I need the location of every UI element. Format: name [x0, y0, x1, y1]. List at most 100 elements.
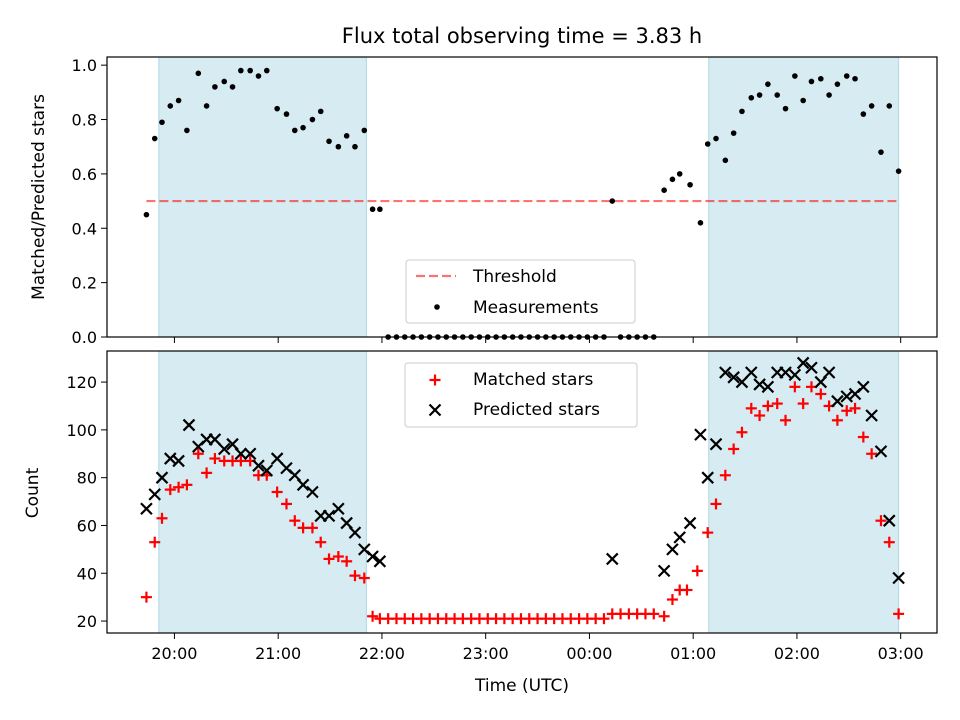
measurement-point — [221, 78, 228, 85]
observing-span — [158, 350, 367, 634]
measurement-point — [317, 108, 324, 115]
matched-star-point — [349, 570, 361, 582]
predicted-star-point — [155, 471, 169, 484]
x-tick-label: 03:00 — [878, 644, 924, 663]
predicted-star-point — [306, 485, 319, 499]
matched-star-point — [156, 512, 168, 524]
matched-star-point — [323, 553, 335, 565]
x-tick-label: 20:00 — [151, 644, 197, 663]
matched-star-point — [289, 515, 301, 527]
measurement-point — [852, 75, 858, 82]
legend-matched-label: Matched stars — [473, 370, 593, 390]
matched-star-point — [297, 522, 309, 534]
measurement-point — [247, 67, 253, 74]
matched-star-point — [306, 522, 318, 534]
measurement-point — [274, 105, 280, 112]
predicted-star-point — [683, 516, 697, 530]
x-tick-label: 01:00 — [670, 644, 716, 663]
predicted-star-point — [332, 502, 345, 516]
y-tick-label: 60 — [77, 516, 97, 535]
x-tick-label: 22:00 — [359, 644, 405, 663]
matched-star-point — [666, 594, 678, 606]
measurement-point — [377, 206, 383, 213]
measurement-point — [326, 138, 332, 145]
predicted-star-point — [234, 447, 248, 461]
count-plot-frame — [106, 350, 938, 634]
matched-star-point — [648, 608, 660, 620]
matched-star-points — [140, 381, 905, 625]
legend-measurements-label: Measurements — [473, 298, 599, 318]
measurement-point — [291, 127, 298, 134]
observing-span — [708, 56, 900, 338]
measurement-point — [175, 97, 182, 104]
measurement-point — [203, 103, 210, 109]
measurement-point — [704, 141, 711, 147]
predicted-star-point — [605, 552, 619, 566]
matched-star-point — [341, 555, 353, 567]
measurement-point — [255, 73, 262, 79]
matched-star-point — [762, 400, 774, 412]
measurement-point — [151, 135, 158, 142]
legend-predicted-label: Predicted stars — [473, 400, 600, 420]
measurement-point — [361, 127, 368, 134]
predicted-star-point — [831, 394, 844, 408]
ratio-plot-frame — [106, 56, 938, 338]
count-y-axis: 20 40 60 80 100 120 — [66, 373, 107, 631]
matched-star-point — [815, 388, 827, 400]
predicted-star-point — [745, 366, 758, 379]
predicted-star-point — [701, 471, 714, 484]
predicted-star-point — [709, 437, 723, 451]
measurement-point — [843, 73, 850, 79]
predicted-star-point — [788, 368, 802, 382]
observing-spans — [158, 350, 900, 634]
x-tick-label: 21:00 — [255, 644, 301, 663]
legend-predicted-marker — [428, 403, 442, 417]
observing-spans — [158, 56, 900, 338]
measurement-point — [143, 211, 150, 218]
predicted-star-point — [270, 452, 284, 465]
y-tick-label: 0.6 — [72, 165, 97, 184]
y-tick-label: 80 — [77, 469, 97, 488]
predicted-star-point — [857, 380, 870, 394]
measurement-point — [184, 127, 190, 134]
measurement-point — [739, 108, 745, 115]
matched-star-point — [691, 565, 703, 577]
predicted-star-point — [208, 433, 222, 446]
measurement-point — [609, 198, 616, 204]
matched-star-point — [140, 591, 152, 603]
count-panel: 20 40 60 80 100 120 20:00 21:00 22:00 23:00 00:00… — [23, 350, 938, 696]
measurement-point — [818, 75, 824, 82]
measurement-point — [283, 111, 290, 117]
predicted-star-point — [882, 514, 896, 527]
matched-star-point — [797, 398, 809, 410]
matched-star-point — [719, 469, 731, 481]
ratio-legend-box — [405, 259, 636, 324]
predicted-star-point — [296, 478, 310, 492]
predicted-star-points — [140, 356, 905, 585]
chart-title: Flux total observing time = 3.83 h — [342, 24, 702, 48]
matched-star-point — [702, 527, 714, 539]
matched-star-point — [149, 536, 161, 548]
predicted-star-point — [140, 502, 153, 516]
measurement-point — [300, 124, 306, 131]
y-tick-label: 0.8 — [72, 111, 97, 130]
measurement-point — [167, 103, 174, 109]
matched-star-point — [710, 498, 722, 510]
y-tick-label: 40 — [77, 564, 97, 583]
predicted-star-point — [148, 488, 162, 501]
measurement-point — [730, 130, 737, 136]
measurement-point — [886, 103, 893, 109]
matched-star-point — [209, 453, 221, 465]
observing-span — [158, 56, 367, 338]
matched-star-point — [875, 515, 887, 527]
matched-star-point — [201, 467, 213, 479]
predicted-star-point — [322, 509, 336, 523]
legend-measurements-swatch — [434, 304, 440, 310]
legend-predicted-swatch — [428, 403, 442, 417]
predicted-star-point — [727, 371, 740, 384]
measurement-point — [238, 67, 244, 74]
matched-star-point — [181, 479, 193, 491]
measurement-point — [159, 119, 165, 126]
predicted-star-point — [243, 447, 257, 461]
